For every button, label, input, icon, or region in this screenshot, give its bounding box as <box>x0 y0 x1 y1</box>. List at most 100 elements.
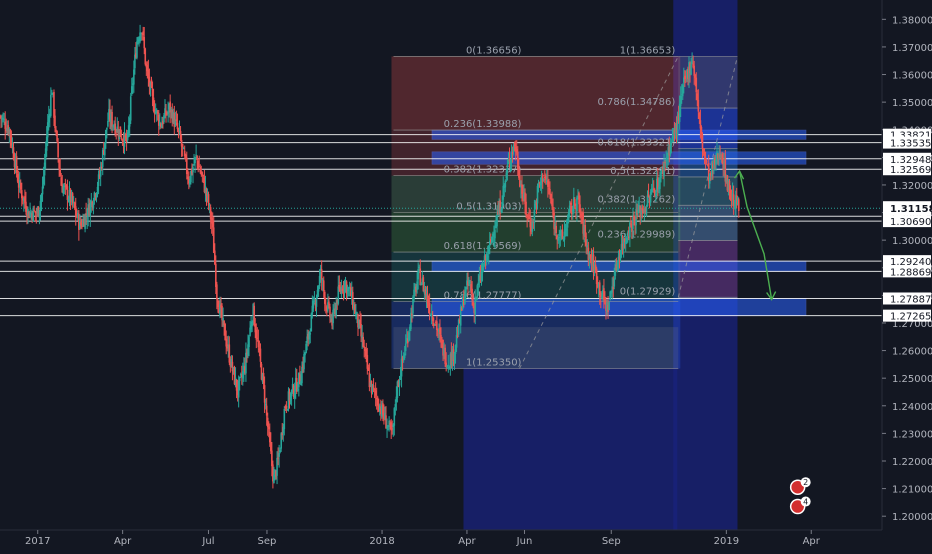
candle-body <box>391 428 394 430</box>
candle-body <box>302 364 304 369</box>
candle-body <box>204 186 207 193</box>
candle-body <box>88 205 91 216</box>
candle-body <box>22 195 24 201</box>
fib-level-label: 0.236(1.29989) <box>597 229 675 240</box>
candle-body <box>13 159 16 168</box>
candle-body <box>180 139 183 147</box>
candle-body <box>638 204 640 212</box>
candle-body <box>111 111 113 127</box>
candle-body <box>305 343 307 354</box>
candle-body <box>522 194 524 199</box>
candle-body <box>396 381 399 398</box>
candle-body <box>289 393 292 401</box>
candle-body <box>377 405 380 412</box>
candle-body <box>228 344 231 363</box>
candle-body <box>215 263 217 287</box>
candle-body <box>664 161 666 164</box>
candle-body <box>178 129 181 131</box>
candle-body <box>378 406 381 411</box>
candle-body <box>525 201 527 215</box>
price-tick-label: 1.27000 <box>892 319 932 330</box>
candle-body <box>294 377 297 392</box>
candle-body <box>595 268 598 285</box>
candle-body <box>636 210 638 216</box>
candle-body <box>165 110 167 116</box>
candle-body <box>154 110 157 114</box>
candle-body <box>665 157 667 162</box>
candle-body <box>561 229 564 239</box>
candle-body <box>216 284 218 300</box>
candle-body <box>620 244 623 251</box>
candle-body <box>84 214 86 229</box>
candle-body <box>325 303 327 305</box>
candle-body <box>621 243 624 250</box>
candle-body <box>3 119 5 120</box>
candle-body <box>9 129 12 138</box>
candle-body <box>218 308 220 314</box>
candle-body <box>122 140 125 146</box>
candle-body <box>389 423 391 425</box>
candle-body <box>267 426 270 430</box>
candle-body <box>219 304 221 316</box>
candle-body <box>456 336 459 337</box>
candle-body <box>75 213 78 218</box>
candle-body <box>712 163 714 169</box>
candle-body <box>279 450 281 453</box>
fib-band <box>678 205 738 241</box>
candle-body <box>127 125 130 134</box>
candle-body <box>226 344 229 349</box>
candle-body <box>105 129 107 144</box>
candle-body <box>50 94 52 116</box>
candle-body <box>387 425 389 427</box>
candle-body <box>85 213 87 216</box>
candle-body <box>564 228 567 231</box>
candle-body <box>410 312 412 330</box>
candle-body <box>674 125 677 136</box>
candle-body <box>312 301 315 309</box>
candle-body <box>709 172 712 176</box>
candle-body <box>106 127 108 130</box>
candle-body <box>62 187 65 194</box>
candle-body <box>672 129 675 139</box>
candle-body <box>507 159 510 165</box>
candle-body <box>179 130 182 140</box>
candle-body <box>342 288 345 290</box>
candle-body <box>545 175 547 180</box>
candle-body <box>694 74 697 78</box>
candle-body <box>401 357 404 361</box>
candle-body <box>582 212 584 234</box>
candle-body <box>18 180 21 186</box>
candle-body <box>571 209 574 212</box>
candle-body <box>148 76 151 87</box>
candle-body <box>426 293 429 304</box>
candle-body <box>65 184 68 188</box>
candle-body <box>264 403 267 406</box>
candle-body <box>533 209 536 224</box>
fib-trendline <box>519 56 679 369</box>
candle-body <box>478 275 481 282</box>
price-tick-label: 1.26000 <box>892 347 932 358</box>
candle-body <box>255 329 258 340</box>
candle-body <box>380 408 382 414</box>
candle-body <box>653 189 656 196</box>
candle-body <box>369 382 372 386</box>
candle-body <box>647 194 650 197</box>
candle-body <box>139 32 141 42</box>
fib-level-label: 0.5(1.31003) <box>456 201 521 212</box>
candle-body <box>527 214 529 216</box>
candle-body <box>501 202 504 210</box>
candle-body <box>196 156 198 161</box>
candle-body <box>648 199 651 201</box>
candle-body <box>524 192 526 205</box>
candle-body <box>191 168 193 174</box>
candle-body <box>82 219 84 227</box>
candle-body <box>573 197 575 212</box>
candle-body <box>174 119 177 126</box>
candle-body <box>424 289 427 295</box>
candle-body <box>690 64 692 75</box>
candle-body <box>731 193 734 200</box>
candle-body <box>552 208 554 216</box>
price-tick-label: 1.36000 <box>892 71 932 82</box>
